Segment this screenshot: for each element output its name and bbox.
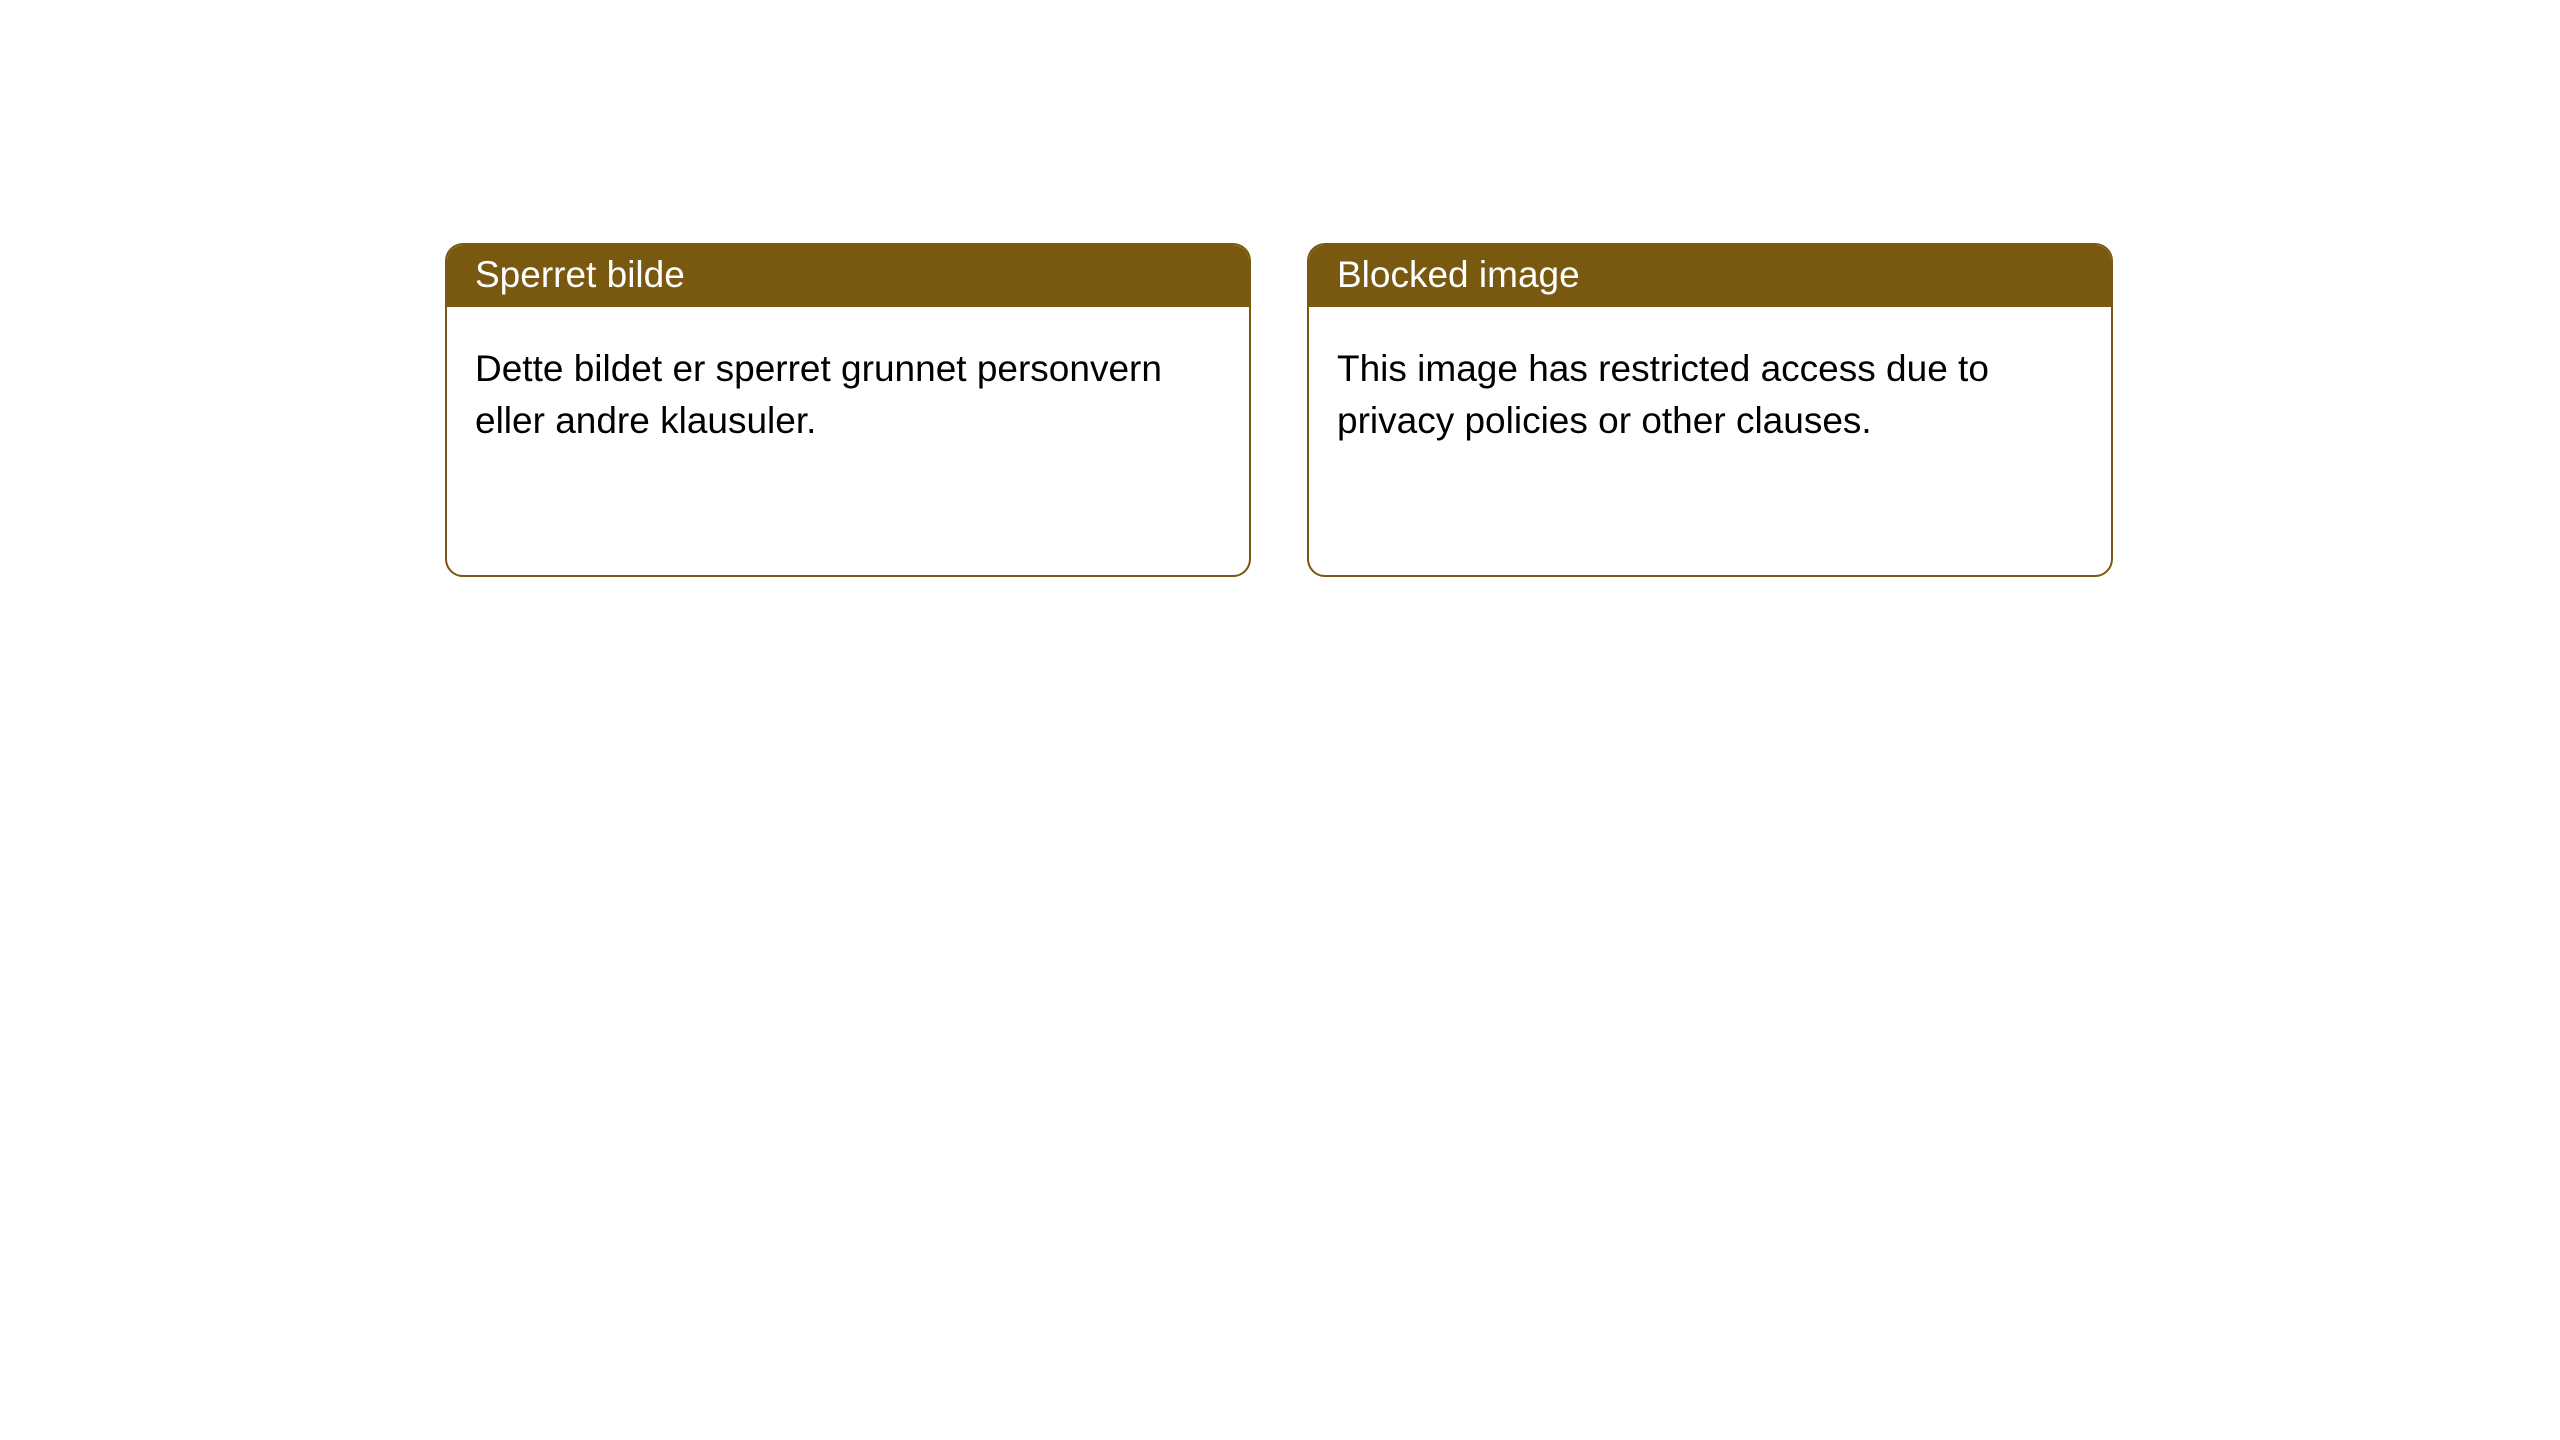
notice-title: Sperret bilde [447, 245, 1249, 307]
notice-card-norwegian: Sperret bilde Dette bildet er sperret gr… [445, 243, 1251, 577]
notice-body: This image has restricted access due to … [1309, 307, 2111, 475]
notice-title: Blocked image [1309, 245, 2111, 307]
notice-container: Sperret bilde Dette bildet er sperret gr… [0, 0, 2560, 577]
notice-body: Dette bildet er sperret grunnet personve… [447, 307, 1249, 475]
notice-card-english: Blocked image This image has restricted … [1307, 243, 2113, 577]
